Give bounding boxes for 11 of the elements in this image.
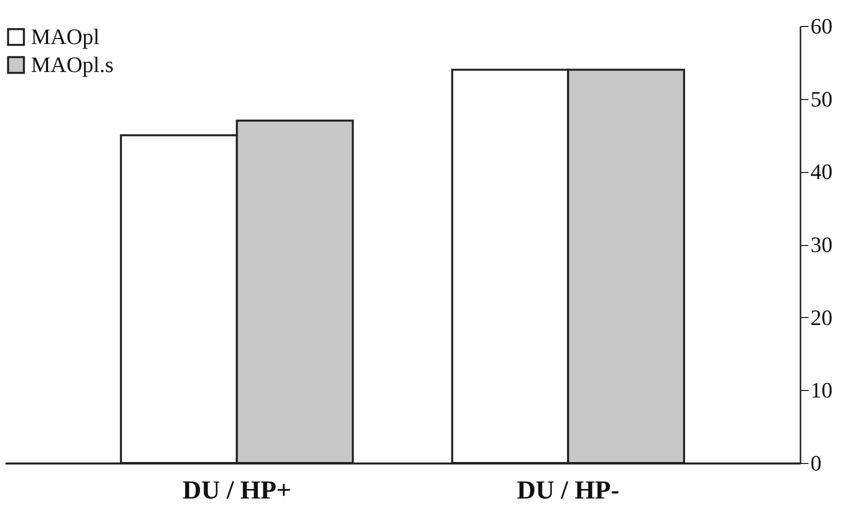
y-tick-label: 60 xyxy=(810,14,832,38)
x-tick-label: DU / HP- xyxy=(516,476,620,504)
x-tick-label: DU / HP+ xyxy=(182,476,292,504)
y-tick-label: 30 xyxy=(810,232,832,257)
y-tick-label: 0 xyxy=(810,450,822,476)
y-tick-label: 20 xyxy=(810,304,832,330)
y-tick-label: 40 xyxy=(810,159,832,184)
legend-label: MAOpl.s xyxy=(31,52,114,77)
y-tick-label: 10 xyxy=(810,378,832,403)
legend-label: MAOpl xyxy=(31,24,100,49)
y-tick-label: 50 xyxy=(810,86,832,112)
